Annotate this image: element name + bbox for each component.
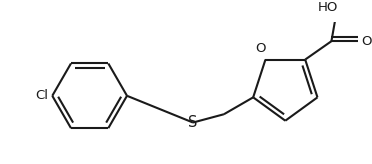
Text: O: O xyxy=(255,42,265,55)
Text: HO: HO xyxy=(318,1,338,14)
Text: O: O xyxy=(361,35,371,48)
Text: Cl: Cl xyxy=(35,89,48,102)
Text: S: S xyxy=(188,115,198,130)
